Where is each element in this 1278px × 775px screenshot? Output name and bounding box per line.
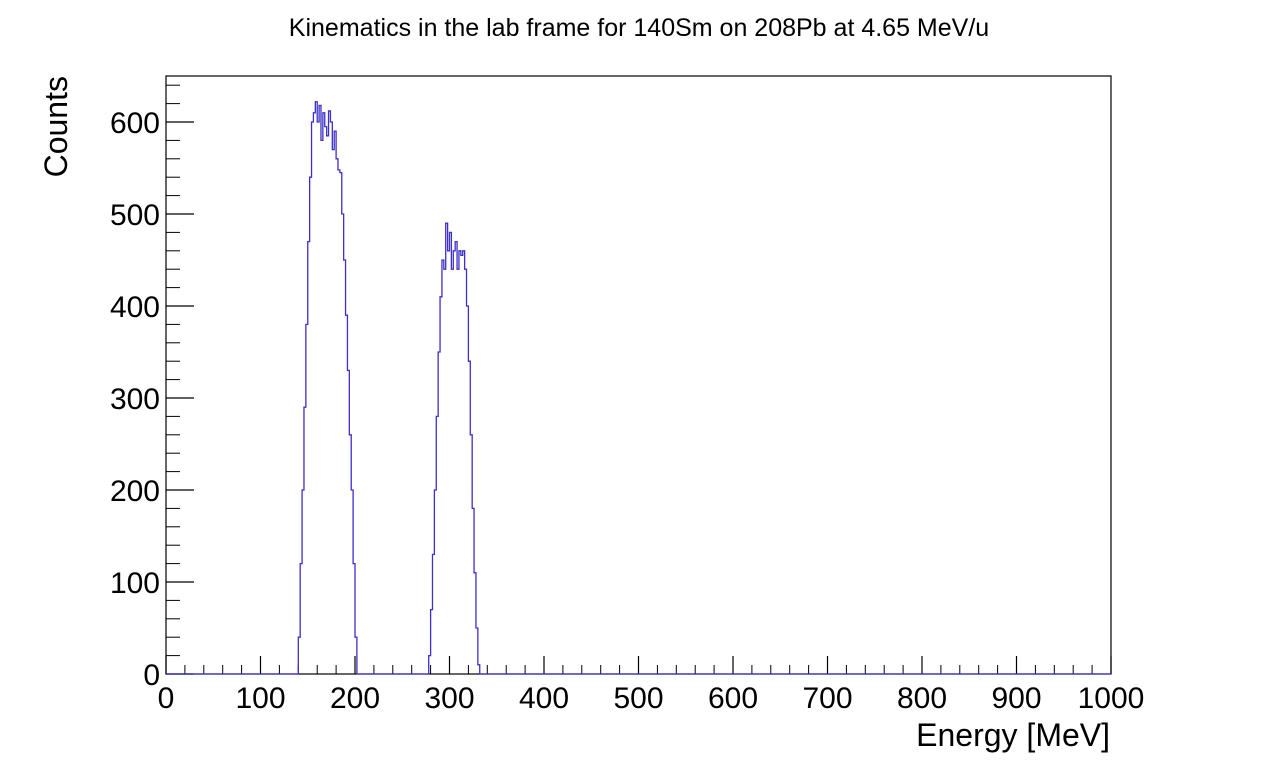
x-tick-label: 1000 <box>1078 682 1145 715</box>
x-tick-label: 600 <box>708 682 758 715</box>
y-tick-label: 200 <box>110 475 160 508</box>
x-tick-label: 700 <box>802 682 852 715</box>
y-tick-label: 600 <box>110 107 160 140</box>
x-tick-label: 800 <box>897 682 947 715</box>
x-tick-label: 0 <box>158 682 175 715</box>
x-axis-label: Energy [MeV] <box>916 717 1110 753</box>
x-tick-label: 500 <box>613 682 663 715</box>
y-tick-label: 100 <box>110 567 160 600</box>
x-tick-label: 100 <box>235 682 285 715</box>
y-tick-label: 400 <box>110 291 160 324</box>
y-tick-label: 300 <box>110 383 160 416</box>
y-tick-label: 500 <box>110 199 160 232</box>
y-axis-label: Counts <box>38 76 74 177</box>
histogram-line <box>166 101 1111 675</box>
chart-title: Kinematics in the lab frame for 140Sm on… <box>289 14 989 42</box>
x-tick-label: 900 <box>991 682 1041 715</box>
minor-ticks <box>166 84 1093 674</box>
y-axis-ticks: 0 100 200 300 400 500 600 <box>110 107 194 692</box>
y-tick-label: 0 <box>143 659 160 692</box>
x-tick-label: 400 <box>519 682 569 715</box>
histogram-series <box>166 101 1111 675</box>
plot-frame <box>165 75 1112 675</box>
x-tick-label: 300 <box>424 682 474 715</box>
x-tick-label: 200 <box>330 682 380 715</box>
x-axis-ticks: 0 100 200 300 400 500 600 700 800 900 1000 <box>158 656 1145 715</box>
